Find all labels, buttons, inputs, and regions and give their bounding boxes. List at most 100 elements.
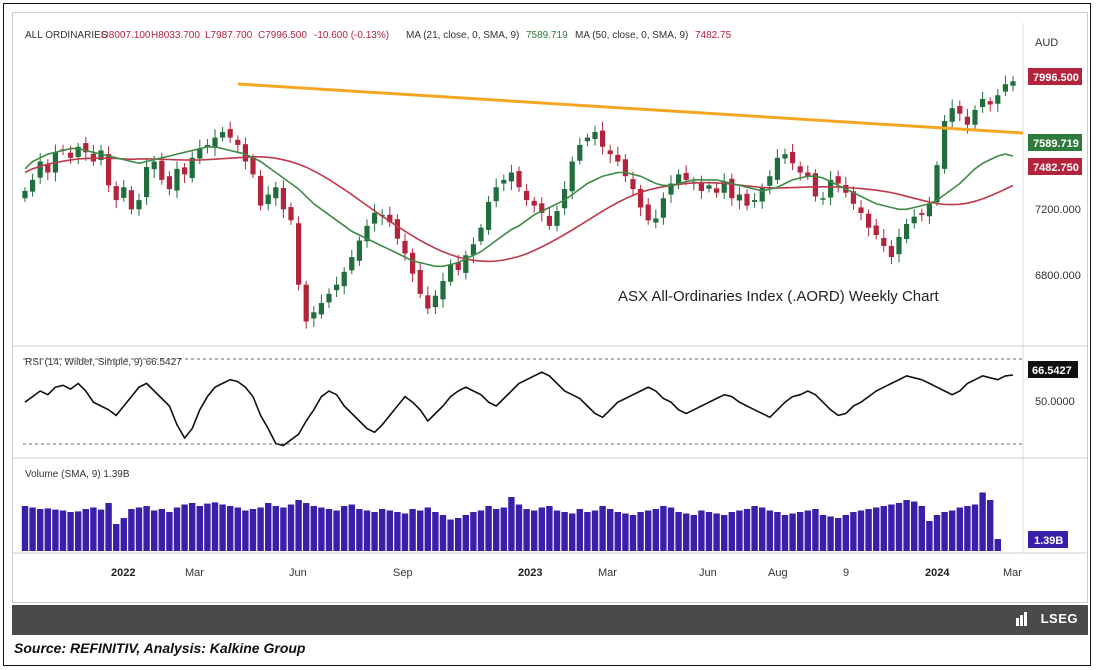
candle [463, 250, 469, 280]
candle [850, 186, 856, 210]
candle [873, 218, 879, 240]
candle-body [866, 213, 872, 228]
volume-bar [781, 515, 789, 551]
candle-body [706, 185, 712, 189]
volume-bar [751, 506, 758, 551]
volume-bar [789, 513, 796, 551]
candle-body [470, 244, 476, 256]
volume-bar [523, 509, 530, 551]
candle-body [349, 257, 355, 271]
candle [752, 193, 758, 208]
candle-body [782, 154, 788, 159]
volume-bar [401, 513, 409, 551]
candle-body [911, 216, 917, 224]
candle [676, 169, 682, 190]
volume-bar [173, 507, 181, 551]
candle [182, 163, 188, 183]
volume-bar [652, 509, 659, 551]
volume-bar [645, 510, 652, 551]
candle [364, 219, 370, 248]
candle-body [455, 262, 461, 270]
volume-bar [675, 512, 682, 551]
candle [486, 195, 492, 235]
volume-bar [82, 509, 89, 551]
candle-body [797, 166, 803, 173]
candle-body [478, 227, 484, 242]
candle [121, 180, 127, 202]
candle [858, 200, 864, 221]
candle [258, 169, 264, 211]
volume-bar [941, 512, 948, 551]
volume-bar [44, 508, 51, 551]
volume-bar [515, 504, 523, 551]
volume-bar [234, 507, 241, 551]
candle [432, 289, 438, 315]
candle [516, 166, 522, 192]
legend-symbol: ALL ORDINARIES [25, 30, 108, 41]
volume-bar [21, 506, 29, 551]
badge-ma21-bg [1028, 134, 1082, 151]
volume-bar [629, 515, 637, 551]
currency-label: AUD [1035, 37, 1058, 49]
candle-body [508, 172, 514, 182]
volume-bar [743, 509, 751, 551]
volume-bar [318, 507, 325, 551]
chart-panel[interactable]: ALL ORDINARIES O8007.100 H8033.700 L7987… [12, 12, 1088, 603]
x-axis: 2022 Mar Jun Sep 2023 Mar Jun Aug 9 2024 Mar [111, 567, 1022, 579]
volume-bar [120, 518, 127, 551]
candle-body [926, 203, 932, 217]
outer-frame: ALL ORDINARIES O8007.100 H8033.700 L7987… [3, 3, 1091, 666]
candle-body [888, 246, 894, 258]
candle [714, 182, 720, 198]
candle [980, 91, 986, 113]
candle-body [759, 187, 765, 202]
candle-body [752, 200, 758, 202]
volume-bar [67, 512, 74, 551]
volume-bar [409, 509, 416, 551]
candle [280, 180, 286, 219]
volume-bar [797, 512, 804, 551]
volume-bar [363, 510, 371, 551]
candle [22, 187, 28, 202]
candle-body [356, 240, 362, 261]
volume-bar [591, 510, 599, 551]
candle-body [653, 218, 659, 223]
candle-body [896, 236, 902, 255]
candle-body [463, 255, 469, 273]
candle [326, 288, 332, 308]
candle-body [212, 137, 218, 148]
volume-bar [926, 521, 933, 551]
candle-body [144, 167, 150, 198]
volume-bar [333, 510, 340, 551]
rsi-tick-50: 50.0000 [1035, 396, 1075, 408]
source-caption: Source: REFINITIV, Analysis: Kalkine Gro… [14, 640, 306, 656]
candle [782, 148, 788, 165]
chart-svg[interactable]: ALL ORDINARIES O8007.100 H8033.700 L7987… [13, 13, 1087, 602]
volume-bar [576, 509, 583, 551]
candle-body [531, 200, 537, 206]
candle [235, 135, 241, 152]
candle [995, 89, 1001, 113]
candle [881, 228, 887, 252]
candle-body [493, 187, 499, 202]
candle [919, 208, 925, 222]
volume-bar [667, 507, 675, 551]
candle [911, 209, 917, 229]
candle [356, 236, 362, 266]
volume-bar [135, 507, 143, 551]
candle [417, 263, 423, 299]
candle [478, 224, 484, 245]
volume-bar [911, 501, 918, 551]
volume-bar [325, 509, 333, 551]
volume-bar [546, 506, 553, 551]
candle-body [577, 144, 583, 161]
volume-bar [660, 506, 667, 551]
candle [273, 181, 279, 206]
chart-annotation: ASX All-Ordinaries Index (.AORD) Weekly … [618, 288, 939, 305]
volume-bar [705, 512, 713, 551]
candle [820, 191, 826, 206]
candle [645, 197, 651, 225]
volume-bar [895, 503, 903, 551]
candle-body [394, 219, 400, 239]
candle-body [729, 178, 735, 199]
